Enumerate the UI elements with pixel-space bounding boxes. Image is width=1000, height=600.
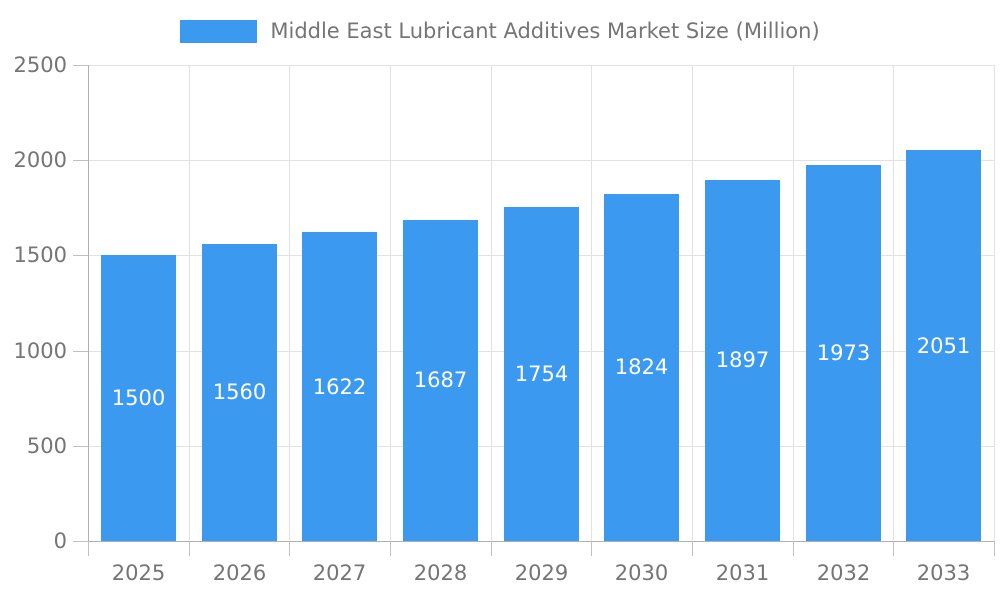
gridline-vertical: [692, 65, 693, 541]
x-axis-tick: [994, 541, 995, 556]
x-axis-tick: [189, 541, 190, 556]
bar: [101, 255, 176, 541]
bar-value-label: 1560: [212, 380, 267, 404]
y-axis-tick-label: 1500: [13, 243, 67, 267]
x-axis-tick-label: 2025: [111, 561, 166, 585]
x-axis-tick-label: 2031: [715, 561, 770, 585]
bar-value-label: 1754: [514, 362, 569, 386]
gridline-vertical: [189, 65, 190, 541]
gridline-horizontal: [88, 160, 994, 161]
x-axis-tick: [692, 541, 693, 556]
gridline-vertical: [491, 65, 492, 541]
x-axis-line: [73, 541, 994, 542]
gridline-vertical: [994, 65, 995, 541]
bar: [906, 150, 981, 541]
y-axis-tick: [73, 255, 88, 256]
legend[interactable]: Middle East Lubricant Additives Market S…: [0, 19, 1000, 43]
gridline-vertical: [591, 65, 592, 541]
y-axis-tick-label: 1000: [13, 339, 67, 363]
x-axis-tick: [289, 541, 290, 556]
x-axis-tick: [793, 541, 794, 556]
bar-value-label: 1500: [111, 386, 166, 410]
x-axis-tick-label: 2029: [514, 561, 569, 585]
bar: [806, 165, 881, 541]
bar-value-label: 1824: [614, 355, 669, 379]
x-axis-tick: [491, 541, 492, 556]
gridline-vertical: [793, 65, 794, 541]
legend-swatch: [180, 19, 258, 43]
x-axis-tick-label: 2028: [413, 561, 468, 585]
x-axis-tick-label: 2033: [916, 561, 971, 585]
bar-value-label: 1622: [312, 375, 367, 399]
x-axis-tick-label: 2032: [816, 561, 871, 585]
bar: [302, 232, 377, 541]
bar-value-label: 1687: [413, 368, 468, 392]
x-axis-tick-label: 2027: [312, 561, 367, 585]
x-axis-tick-label: 2026: [212, 561, 267, 585]
gridline-vertical: [893, 65, 894, 541]
x-axis-tick: [88, 541, 89, 556]
y-axis-tick: [73, 541, 88, 542]
bar: [705, 180, 780, 541]
bar: [202, 244, 277, 541]
bar-value-label: 2051: [916, 334, 971, 358]
y-axis-line: [88, 65, 89, 556]
gridline-vertical: [390, 65, 391, 541]
y-axis-tick: [73, 160, 88, 161]
x-axis-tick: [893, 541, 894, 556]
y-axis-tick-label: 2000: [13, 148, 67, 172]
bar: [504, 207, 579, 541]
bar-value-label: 1897: [715, 348, 770, 372]
y-axis-tick-label: 500: [26, 434, 67, 458]
y-axis-tick-label: 0: [53, 529, 67, 553]
legend-title: Middle East Lubricant Additives Market S…: [270, 19, 820, 43]
y-axis-tick-label: 2500: [13, 53, 67, 77]
bar: [604, 194, 679, 541]
y-axis-tick: [73, 65, 88, 66]
x-axis-tick: [591, 541, 592, 556]
y-axis-tick: [73, 351, 88, 352]
bar: [403, 220, 478, 541]
gridline-horizontal: [88, 65, 994, 66]
x-axis-tick-label: 2030: [614, 561, 669, 585]
y-axis-tick: [73, 446, 88, 447]
gridline-vertical: [289, 65, 290, 541]
bar-value-label: 1973: [816, 341, 871, 365]
x-axis-tick: [390, 541, 391, 556]
